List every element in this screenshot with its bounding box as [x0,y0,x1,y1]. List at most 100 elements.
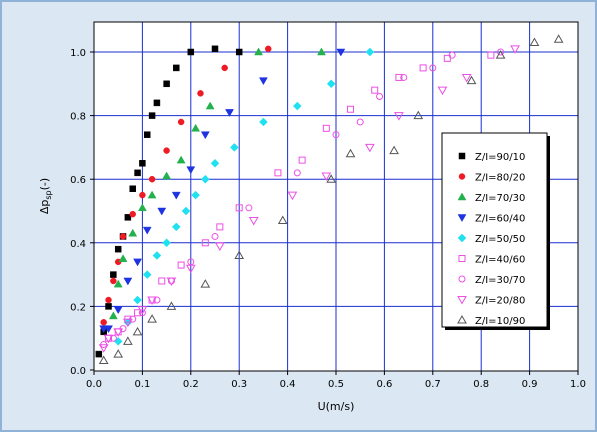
data-point [235,48,243,56]
data-point [248,217,259,226]
data-point [142,270,152,279]
data-point [365,143,375,153]
data-point [163,80,170,88]
data-point [105,303,112,310]
data-point [376,93,384,101]
data-point [317,47,326,56]
legend-marker [458,152,466,160]
data-point [419,64,427,72]
data-point [365,47,375,57]
data-point [185,264,196,274]
legend-label: Z/I=20/80 [475,296,525,307]
data-point [200,279,211,288]
data-point [118,254,128,262]
legend-label: Z/I=10/90 [475,316,525,327]
data-point [225,109,234,117]
data-point [129,210,136,218]
data-point [259,117,268,127]
legend-marker [458,173,466,180]
data-point [128,228,138,237]
data-point [443,54,451,62]
data-point [113,306,123,315]
data-point [152,251,162,260]
data-point [389,145,399,155]
data-point [235,204,243,212]
data-point [466,75,477,85]
data-point [134,169,141,177]
data-point [277,215,288,225]
data-point [142,226,152,235]
data-point [200,174,210,184]
legend: Z/I=90/10 Z/I=80/20 Z/I=70/30 Z/I=60/40 Z/I=… [441,132,550,330]
data-point [166,277,177,286]
data-point [437,86,448,96]
data-point [345,148,356,158]
legend-label: Z/I=40/60 [475,255,525,266]
axis-ticks: 0.0 0.1 0.2 0.3 0.4 0.5 0.6 0.7 0.8 0.9 1.0 0.0 0.2 0… [70,48,586,390]
data-point [147,296,157,306]
data-point [487,51,495,59]
data-point [211,232,219,240]
x-tick-label: 0.9 [522,379,538,390]
y-tick-label: 0.0 [70,366,86,377]
data-point [205,101,215,110]
data-point [95,350,103,358]
data-point [157,207,167,216]
y-tick-label: 0.8 [70,112,86,123]
data-point [133,295,142,305]
data-point [254,47,263,56]
data-point [322,124,330,132]
data-point [113,279,123,288]
legend-label: Z/I=50/50 [475,234,525,245]
data-point [321,172,332,182]
data-point [201,239,209,247]
data-point [211,45,219,53]
legend-marker [457,214,467,223]
data-point [200,131,210,140]
x-tick-label: 0.0 [86,379,102,390]
data-point [143,131,151,138]
legend-marker [457,192,467,201]
data-point [158,277,166,285]
legend-box [441,132,548,328]
data-point [139,160,146,167]
data-point [176,155,186,164]
legend-label: Z/I=80/20 [475,173,525,184]
data-point [105,296,112,304]
x-tick-label: 0.7 [425,379,441,390]
data-point [298,156,306,164]
series-4 [113,47,375,346]
data-point [245,204,253,212]
y-axis-title-suffix: (-) [38,178,51,191]
x-tick-label: 0.3 [231,379,247,390]
data-point [461,73,472,83]
data-point [132,326,143,336]
data-point [177,261,185,269]
series-1 [100,45,272,326]
y-tick-label: 0.2 [70,302,86,313]
data-point [326,174,337,183]
data-point [173,64,180,72]
data-point [171,191,181,200]
series-7 [98,45,520,353]
data-point [113,349,124,358]
data-point [553,34,564,43]
data-point [162,171,172,180]
data-point [108,311,118,320]
series-3 [99,48,346,334]
y-axis-title: Δpsp(-) [38,178,53,214]
data-point [123,277,133,286]
y-axis-title-main: Δp [38,200,51,215]
data-point [104,325,113,334]
data-point [214,242,225,251]
data-point [413,110,424,120]
y-tick-label: 0.6 [70,175,86,186]
legend-label: Z/I=90/10 [475,152,525,163]
data-point [395,73,403,81]
data-point [394,112,404,121]
data-point [186,166,196,175]
data-point [326,79,336,89]
data-point [153,99,161,107]
data-point [495,50,506,59]
series-8 [98,34,564,364]
